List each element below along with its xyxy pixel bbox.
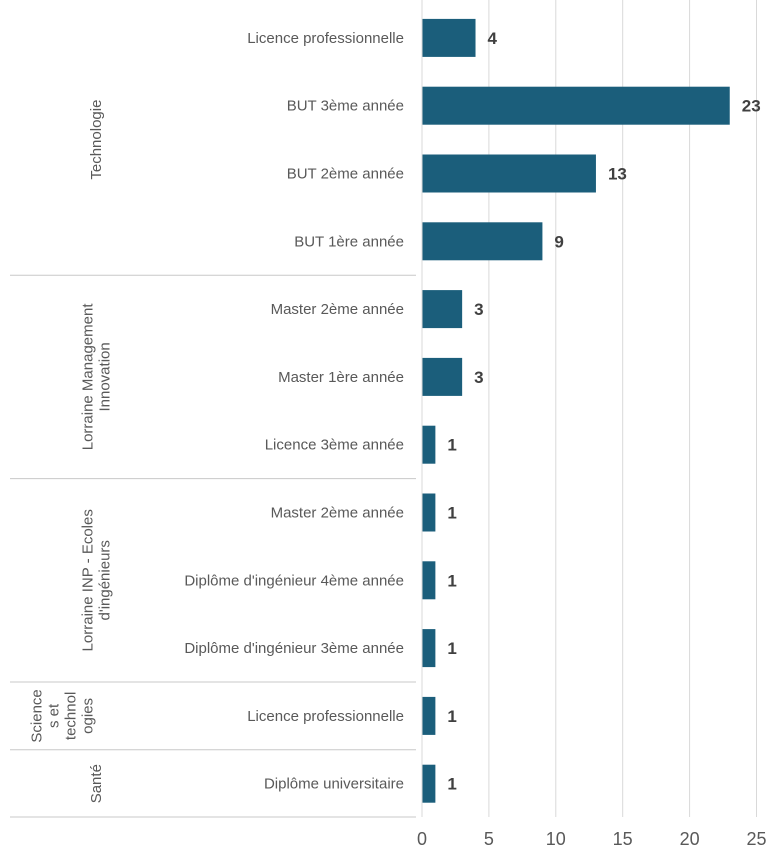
bar (422, 154, 596, 193)
data-label: 23 (742, 97, 761, 116)
x-tick-label: 20 (680, 829, 700, 849)
bar (422, 696, 436, 735)
bar (422, 561, 436, 600)
x-tick-label: 25 (746, 829, 766, 849)
data-label: 1 (447, 707, 456, 726)
x-tick-label: 15 (613, 829, 633, 849)
category-label: BUT 3ème année (287, 98, 404, 115)
category-label: Licence professionnelle (247, 708, 404, 725)
bar (422, 493, 436, 532)
group-label: Lorraine INP - Ecolesd'ingénieurs (80, 509, 114, 651)
category-label: Master 1ère année (278, 369, 404, 386)
bar (422, 357, 463, 396)
category-label: BUT 2ème année (287, 166, 404, 183)
data-label: 1 (447, 436, 456, 455)
data-label: 9 (554, 232, 563, 251)
data-label: 3 (474, 368, 483, 387)
data-label: 13 (608, 165, 627, 184)
bar (422, 764, 436, 803)
data-label: 1 (447, 504, 456, 523)
category-label: Master 2ème année (271, 505, 404, 522)
bar (422, 629, 436, 668)
data-label: 3 (474, 300, 483, 319)
group-label: Lorraine ManagementInnovation (80, 303, 114, 451)
x-tick-label: 0 (417, 829, 427, 849)
category-label: Diplôme d'ingénieur 3ème année (184, 640, 404, 657)
category-label: BUT 1ère année (294, 233, 404, 250)
x-tick-label: 5 (484, 829, 494, 849)
data-label: 1 (447, 571, 456, 590)
data-label: 1 (447, 775, 456, 794)
group-label: Sciences ettechnologies (29, 689, 97, 742)
category-label: Master 2ème année (271, 301, 404, 318)
data-label: 1 (447, 639, 456, 658)
bar (422, 222, 543, 261)
category-label: Licence 3ème année (265, 437, 404, 454)
category-label: Diplôme universitaire (264, 776, 404, 793)
category-label: Licence professionnelle (247, 30, 404, 47)
group-label: Santé (88, 764, 105, 803)
group-label: Technologie (88, 100, 105, 180)
bar (422, 18, 476, 57)
x-tick-label: 10 (546, 829, 566, 849)
bar (422, 425, 436, 464)
category-label: Diplôme d'ingénieur 4ème année (184, 572, 404, 589)
data-label: 4 (488, 29, 498, 48)
bar (422, 290, 463, 329)
bar (422, 86, 730, 125)
